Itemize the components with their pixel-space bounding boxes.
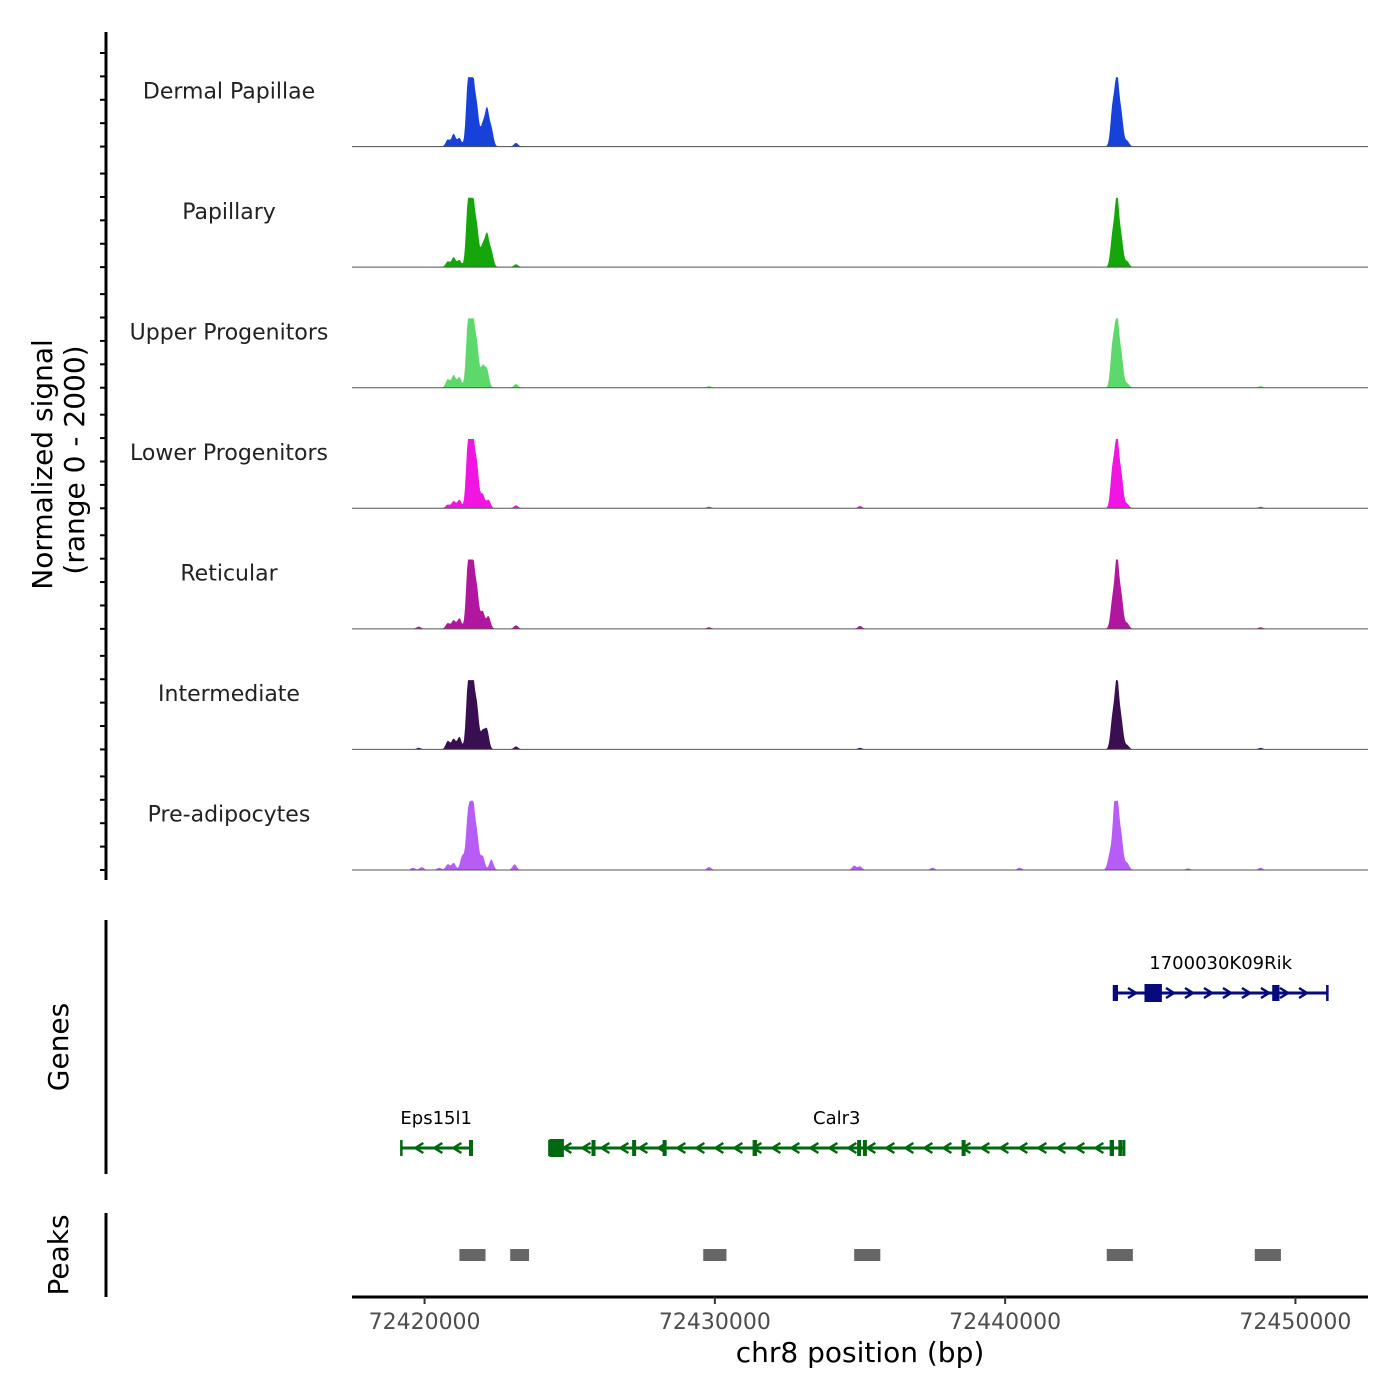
track-label-pre-adipocytes: Pre-adipocytes <box>148 803 311 828</box>
strand-arrow-icon <box>827 1141 839 1155</box>
strand-arrow-icon <box>884 1141 896 1155</box>
exon-calr3 <box>632 1140 637 1156</box>
signal-area-pre-adipocytes <box>352 800 1368 870</box>
strand-arrow-icon <box>694 1141 706 1155</box>
strand-arrow-icon <box>1241 986 1253 1000</box>
track-label-lower-progenitors: Lower Progenitors <box>130 441 328 466</box>
exon-calr3 <box>752 1140 757 1156</box>
exon-1700030k09rik <box>1272 985 1280 1001</box>
strand-arrow-icon <box>675 1141 687 1155</box>
exon-calr3 <box>857 1140 862 1156</box>
strand-arrow-icon <box>922 1141 934 1155</box>
strand-arrow-icon <box>846 1141 858 1155</box>
strand-arrow-icon <box>770 1141 782 1155</box>
strand-arrow-icon <box>412 1141 425 1155</box>
y-axis-title: Normalized signal (range 0 - 2000) <box>26 330 91 589</box>
strand-arrow-icon <box>1036 1141 1048 1155</box>
genes-panel-label: Genes <box>42 1003 75 1091</box>
x-tick-label: 72430000 <box>659 1310 771 1335</box>
track-label-intermediate: Intermediate <box>158 682 300 707</box>
strand-arrow-icon <box>580 1141 592 1155</box>
strand-arrow-icon <box>1127 986 1139 1000</box>
strand-arrow-icon <box>1093 1141 1105 1155</box>
strand-arrow-icon <box>637 1141 649 1155</box>
strand-arrow-icon <box>1203 986 1215 1000</box>
strand-arrow-icon <box>998 1141 1010 1155</box>
exon-1700030k09rik <box>1144 984 1162 1002</box>
x-tick-label: 72420000 <box>369 1310 481 1335</box>
strand-arrow-icon <box>1298 986 1310 1000</box>
gene-label-eps15l1: Eps15l1 <box>400 1108 472 1129</box>
strand-arrow-icon <box>1017 1141 1029 1155</box>
strand-arrow-icon <box>903 1141 915 1155</box>
exon-calr3 <box>591 1140 596 1156</box>
peak-region <box>854 1249 881 1261</box>
exon-calr3 <box>961 1140 966 1156</box>
strand-arrow-icon <box>713 1141 725 1155</box>
track-label-dermal-papillae: Dermal Papillae <box>143 79 315 104</box>
signal-area-dermal-papillae <box>352 77 1368 147</box>
x-tick-label: 72450000 <box>1239 1310 1351 1335</box>
signal-area-papillary <box>352 197 1368 268</box>
y-axis-title-line-1: Normalized signal <box>26 339 59 590</box>
signal-y-axis <box>100 32 108 880</box>
peak-region <box>510 1249 530 1261</box>
strand-arrow-icon <box>1055 1141 1067 1155</box>
gene-track: 1700030K09Rik Eps15l1 Calr3 <box>400 953 1329 1157</box>
gene-label-1700030k09rik: 1700030K09Rik <box>1149 953 1292 974</box>
signal-area-lower-progenitors <box>352 439 1368 509</box>
signal-area-intermediate <box>352 680 1368 750</box>
strand-arrow-icon <box>431 1141 444 1155</box>
signal-tracks: Dermal Papillae Papillary Upper Progenitor… <box>130 77 1368 871</box>
exon-1700030k09rik <box>1114 985 1118 1001</box>
signal-area-upper-progenitors <box>352 318 1368 388</box>
peak-region <box>1254 1249 1281 1261</box>
x-tick-label: 72440000 <box>949 1310 1061 1335</box>
peak-region <box>703 1249 727 1261</box>
exon-calr3 <box>1118 1140 1123 1156</box>
x-axis-title: chr8 position (bp) <box>736 1336 985 1369</box>
peak-region <box>1106 1249 1133 1261</box>
strand-arrow-icon <box>979 1141 991 1155</box>
strand-arrow-icon <box>618 1141 630 1155</box>
strand-arrow-icon <box>1074 1141 1086 1155</box>
peaks-panel-label: Peaks <box>42 1214 75 1295</box>
track-label-upper-progenitors: Upper Progenitors <box>130 320 329 345</box>
track-label-reticular: Reticular <box>180 562 278 587</box>
strand-arrow-icon <box>789 1141 801 1155</box>
exon-calr3 <box>1109 1140 1114 1156</box>
strand-arrow-icon <box>1222 986 1234 1000</box>
signal-area-reticular <box>352 559 1368 629</box>
strand-arrow-icon <box>808 1141 820 1155</box>
strand-arrow-icon <box>599 1141 611 1155</box>
x-axis: 72420000 72430000 72440000 72450000 <box>352 1295 1368 1335</box>
strand-arrow-icon <box>1279 986 1291 1000</box>
peak-region <box>459 1249 486 1261</box>
peak-track <box>459 1249 1281 1261</box>
strand-arrow-icon <box>450 1141 463 1155</box>
exon-calr3 <box>862 1140 867 1156</box>
y-axis-title-line-2: (range 0 - 2000) <box>58 345 91 574</box>
strand-arrow-icon <box>732 1141 744 1155</box>
track-label-papillary: Papillary <box>182 200 276 225</box>
exon-eps15l1 <box>468 1140 473 1156</box>
strand-arrow-icon <box>941 1141 953 1155</box>
exon-calr3 <box>662 1140 667 1156</box>
strand-arrow-icon <box>1165 986 1177 1000</box>
gene-label-calr3: Calr3 <box>813 1108 860 1129</box>
strand-arrow-icon <box>865 1141 877 1155</box>
strand-arrow-icon <box>1184 986 1196 1000</box>
strand-arrow-icon <box>1260 986 1272 1000</box>
exon-calr3 <box>549 1139 564 1157</box>
